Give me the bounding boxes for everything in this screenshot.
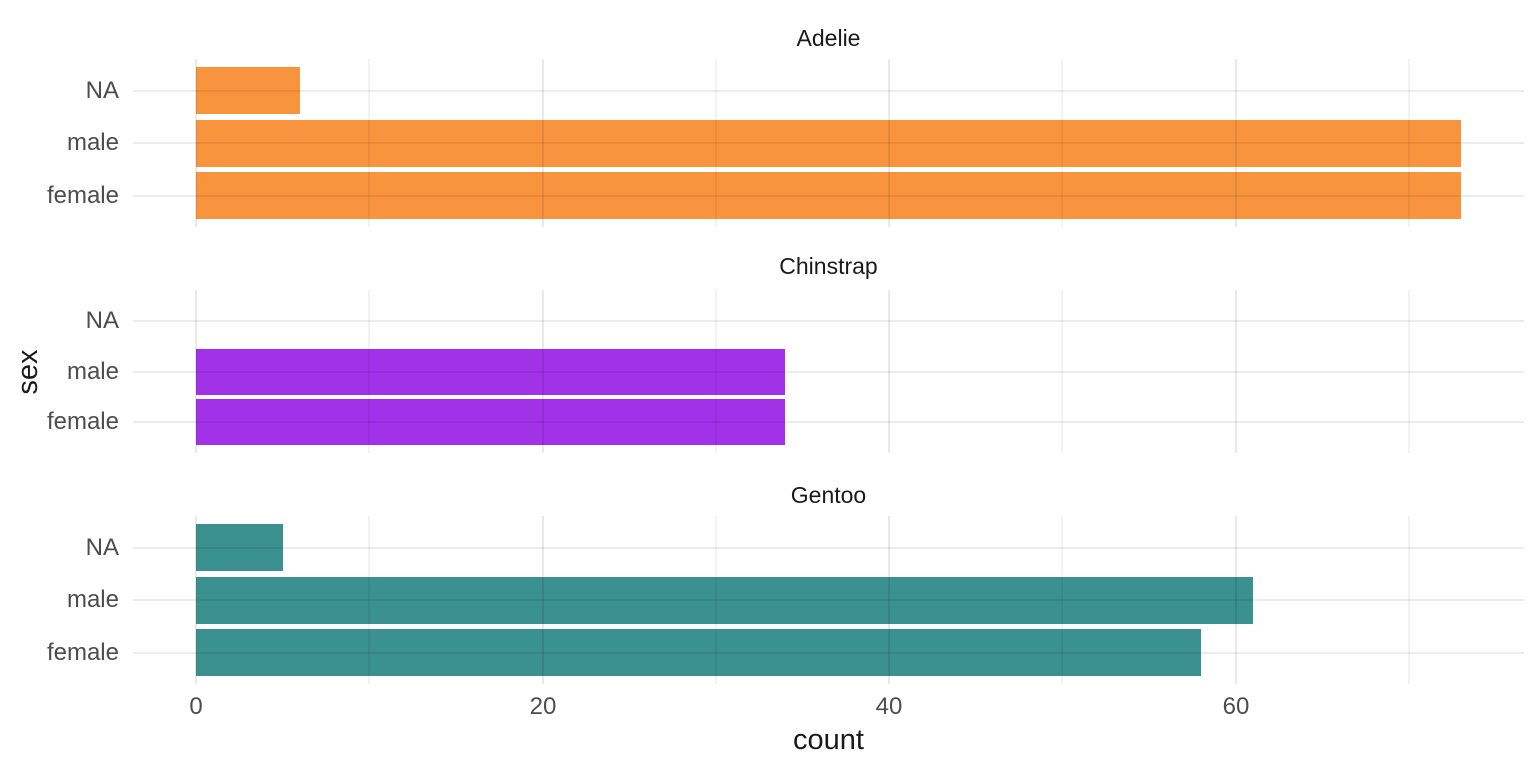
- gridline-minor-vertical: [1408, 516, 1410, 684]
- bar-chinstrap-female: [196, 399, 785, 445]
- gridline-horizontal: [133, 599, 1524, 601]
- gridline-major-vertical: [888, 59, 890, 227]
- x-tick-label-20: 20: [529, 693, 557, 720]
- x-axis-title: count: [793, 724, 864, 756]
- gridline-minor-vertical: [1408, 290, 1410, 453]
- panel-adelie: [133, 59, 1524, 227]
- bar-gentoo-female: [196, 629, 1201, 676]
- gridline-major-vertical: [888, 290, 890, 453]
- y-tick-label-adelie-female: female: [46, 182, 119, 209]
- gridline-minor-vertical: [715, 290, 717, 453]
- y-tick-label-adelie-na: NA: [85, 77, 119, 104]
- facet-title-gentoo: Gentoo: [790, 482, 867, 508]
- gridline-horizontal: [133, 142, 1524, 144]
- y-tick-label-chinstrap-male: male: [66, 358, 119, 385]
- y-tick-label-gentoo-female: female: [46, 639, 119, 666]
- panel-gentoo: [133, 516, 1524, 684]
- bar-gentoo-na: [196, 524, 283, 571]
- gridline-horizontal: [133, 320, 1524, 322]
- gridline-major-vertical: [1235, 59, 1237, 227]
- gridline-major-vertical: [542, 59, 544, 227]
- x-tick-label-60: 60: [1222, 693, 1250, 720]
- gridline-major-vertical: [542, 290, 544, 453]
- gridline-minor-vertical: [368, 59, 370, 227]
- gridline-major-vertical: [195, 516, 197, 684]
- panel-chinstrap: [133, 290, 1524, 453]
- bar-adelie-male: [196, 120, 1461, 167]
- gridline-major-vertical: [195, 290, 197, 453]
- gridline-major-vertical: [542, 516, 544, 684]
- y-tick-label-adelie-male: male: [66, 129, 119, 156]
- gridline-major-vertical: [888, 516, 890, 684]
- gridline-minor-vertical: [368, 290, 370, 453]
- bar-chinstrap-male: [196, 349, 785, 395]
- gridline-horizontal: [133, 547, 1524, 549]
- gridline-minor-vertical: [715, 516, 717, 684]
- x-tick-label-40: 40: [875, 693, 903, 720]
- facet-title-adelie: Adelie: [796, 25, 861, 51]
- y-tick-label-chinstrap-female: female: [46, 408, 119, 435]
- y-tick-label-chinstrap-na: NA: [85, 307, 119, 334]
- gridline-major-vertical: [1235, 290, 1237, 453]
- gridline-horizontal: [133, 90, 1524, 92]
- gridline-horizontal: [133, 195, 1524, 197]
- bar-adelie-female: [196, 172, 1461, 219]
- gridline-major-vertical: [1235, 516, 1237, 684]
- x-tick-label-0: 0: [189, 693, 203, 720]
- gridline-major-vertical: [195, 59, 197, 227]
- gridline-minor-vertical: [1408, 59, 1410, 227]
- bar-gentoo-male: [196, 577, 1253, 624]
- bar-adelie-na: [196, 67, 300, 114]
- gridline-horizontal: [133, 371, 1524, 373]
- gridline-minor-vertical: [1061, 516, 1063, 684]
- gridline-horizontal: [133, 652, 1524, 654]
- gridline-minor-vertical: [715, 59, 717, 227]
- gridline-horizontal: [133, 421, 1524, 423]
- gridline-minor-vertical: [1061, 59, 1063, 227]
- y-tick-label-gentoo-male: male: [66, 586, 119, 613]
- facet-title-chinstrap: Chinstrap: [779, 253, 878, 279]
- y-tick-label-gentoo-na: NA: [85, 534, 119, 561]
- gridline-minor-vertical: [368, 516, 370, 684]
- gridline-minor-vertical: [1061, 290, 1063, 453]
